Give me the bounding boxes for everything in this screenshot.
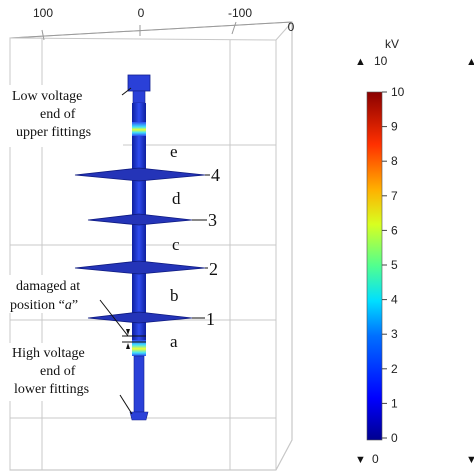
- section-letter-e: e: [170, 142, 178, 161]
- annotation-damaged: damaged at position “a”: [6, 275, 146, 349]
- x-tick-label: 0: [138, 6, 145, 20]
- colorbar-max-marker: ▲: [355, 56, 366, 68]
- colorbar-tick-label: 6: [391, 223, 398, 237]
- colorbar-tick-label: 5: [391, 258, 398, 272]
- colorbar-tick-label: 4: [391, 293, 398, 307]
- colorbar-tick-label: 8: [391, 154, 398, 168]
- colorbar-tick-label: 3: [391, 327, 398, 341]
- cropped-max-marker: ▲: [466, 56, 474, 68]
- shed-number-labels: 4 3 2 1: [192, 165, 220, 329]
- colorbar-min-marker: ▼: [355, 454, 366, 466]
- x-tick-label: -100: [228, 6, 252, 20]
- section-letter-d: d: [172, 189, 181, 208]
- svg-text:upper fittings: upper fittings: [16, 125, 91, 140]
- field-hotspot-top: [132, 122, 146, 136]
- insulator-rod: [132, 103, 146, 355]
- lower-fitting-end: [129, 411, 149, 421]
- colorbar-tick-label: 7: [391, 189, 398, 203]
- shed-3: [87, 213, 193, 226]
- shed-2: [74, 260, 206, 275]
- svg-text:Low voltage: Low voltage: [12, 89, 82, 104]
- section-letter-a: a: [170, 332, 178, 351]
- section-letter-c: c: [172, 235, 180, 254]
- colorbar-max-label: 10: [374, 54, 388, 68]
- colorbar-tick-label: 0: [391, 431, 398, 445]
- colorbar-tick-label: 2: [391, 362, 398, 376]
- svg-text:end of: end of: [40, 364, 76, 379]
- shed-number-4: 4: [211, 165, 220, 185]
- svg-text:end of: end of: [40, 107, 76, 122]
- y-tick-label: 0: [288, 20, 295, 34]
- section-letter-b: b: [170, 286, 179, 305]
- cropped-second-colorbar-markers: ▲ ▼: [466, 56, 474, 466]
- shed-number-2: 2: [209, 259, 218, 279]
- svg-text:damaged at: damaged at: [16, 279, 80, 294]
- upper-fitting-cap: [127, 74, 151, 92]
- shed-4: [74, 167, 206, 182]
- colorbar-tick-label: 9: [391, 120, 398, 134]
- colorbar-tick-label: 1: [391, 396, 398, 410]
- field-hotspot-bottom: [132, 340, 146, 356]
- lower-fitting: [133, 355, 145, 413]
- svg-text:position “a”: position “a”: [10, 298, 78, 313]
- shed-number-1: 1: [206, 309, 215, 329]
- axis-tick-labels: 100 0 -100 0: [33, 6, 295, 34]
- colorbar-unit: kV: [385, 37, 399, 51]
- colorbar-min-label: 0: [372, 452, 379, 466]
- colorbar-gradient: [366, 91, 383, 441]
- x-tick-label: 100: [33, 6, 53, 20]
- svg-text:High voltage: High voltage: [12, 346, 85, 361]
- cropped-min-marker: ▼: [466, 454, 474, 466]
- annotation-high-voltage: High voltage end of lower fittings: [8, 343, 133, 415]
- svg-text:lower fittings: lower fittings: [14, 382, 89, 397]
- section-letter-labels: e d c b a: [170, 142, 181, 351]
- upper-fitting-neck: [132, 90, 146, 104]
- shed-1: [87, 311, 193, 324]
- annotation-low-voltage: Low voltage end of upper fittings: [9, 85, 132, 147]
- colorbar-tick-label: 10: [391, 85, 405, 99]
- shed-number-3: 3: [208, 210, 217, 230]
